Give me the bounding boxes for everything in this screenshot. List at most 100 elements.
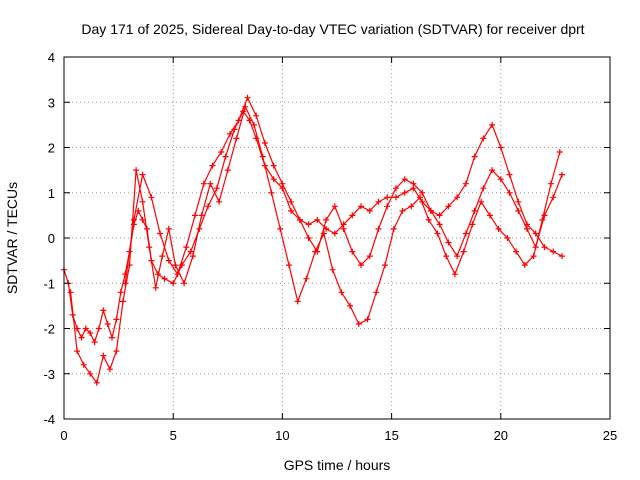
- series-line: [70, 105, 561, 385]
- data-point: [157, 230, 164, 237]
- x-tick-label: 20: [494, 428, 508, 443]
- data-point: [384, 194, 391, 201]
- data-point: [373, 289, 380, 296]
- data-point: [130, 216, 137, 223]
- data-point: [513, 248, 520, 255]
- data-point: [117, 289, 124, 296]
- data-point: [331, 203, 338, 210]
- data-point: [349, 248, 356, 255]
- data-point: [270, 162, 277, 169]
- x-tick-label: 25: [603, 428, 617, 443]
- data-point: [408, 203, 415, 210]
- data-point: [268, 189, 275, 196]
- data-point: [478, 198, 485, 205]
- data-point: [434, 230, 441, 237]
- data-point: [366, 207, 373, 214]
- data-point: [445, 203, 452, 210]
- data-point: [427, 207, 434, 214]
- data-point: [233, 135, 240, 142]
- data-point: [148, 194, 155, 201]
- data-point: [78, 334, 85, 341]
- data-point: [159, 253, 166, 260]
- series-dprt-c: [122, 94, 565, 287]
- data-point: [135, 207, 142, 214]
- data-point: [462, 230, 469, 237]
- data-point: [87, 330, 94, 336]
- y-tick-label: 0: [48, 231, 55, 246]
- data-point: [460, 248, 467, 255]
- data-point: [133, 167, 140, 174]
- data-point: [235, 117, 242, 124]
- data-point: [172, 262, 179, 269]
- data-point: [165, 225, 172, 232]
- data-point: [251, 121, 257, 128]
- data-point: [277, 225, 284, 232]
- data-point: [224, 167, 231, 174]
- data-point: [205, 203, 212, 210]
- data-point: [200, 180, 207, 187]
- y-tick-label: 4: [48, 50, 55, 65]
- tick-labels: 0 5 10 15 20 25 -4 -3 -2 -1 0 1 2 3 4: [43, 50, 617, 443]
- grid: [64, 57, 610, 419]
- data-point: [532, 230, 539, 237]
- data-point: [486, 212, 493, 219]
- data-point: [497, 144, 504, 151]
- series-line: [63, 110, 563, 344]
- data-point: [82, 325, 89, 332]
- data-point: [443, 253, 450, 260]
- x-axis-label: GPS time / hours: [284, 457, 391, 473]
- data-point: [375, 225, 382, 232]
- data-point: [495, 225, 502, 232]
- data-point: [489, 167, 496, 174]
- data-point: [436, 212, 443, 219]
- axis-ticks: [63, 56, 611, 420]
- x-tick-label: 15: [384, 428, 398, 443]
- y-tick-label: -4: [43, 412, 55, 427]
- data-point: [209, 162, 216, 169]
- data-point: [192, 212, 198, 219]
- data-point: [347, 302, 354, 309]
- series-dprt-b: [67, 103, 563, 386]
- data-point: [305, 235, 312, 241]
- data-point: [294, 298, 301, 305]
- data-point: [559, 171, 565, 178]
- data-point: [314, 248, 321, 255]
- data-point: [244, 94, 251, 101]
- series-line: [124, 96, 563, 284]
- data-point: [100, 307, 107, 314]
- data-point: [401, 189, 408, 196]
- series-dprt-a: [61, 108, 565, 346]
- data-point: [480, 185, 487, 192]
- data-point: [506, 171, 513, 178]
- data-point: [375, 198, 382, 205]
- data-point: [80, 361, 87, 368]
- data-point: [393, 194, 399, 201]
- data-point: [454, 194, 461, 201]
- data-point: [480, 135, 487, 142]
- data-point: [489, 121, 496, 128]
- y-tick-label: -1: [43, 276, 55, 291]
- x-tick-label: 0: [60, 428, 67, 443]
- chart-title: Day 171 of 2025, Sidereal Day-to-day VTE…: [81, 21, 584, 37]
- data-point: [296, 216, 303, 223]
- data-point: [323, 216, 330, 223]
- data-point: [222, 153, 229, 160]
- data-point: [329, 266, 336, 273]
- data-point: [288, 198, 295, 205]
- data-point: [259, 153, 266, 160]
- data-point: [139, 216, 146, 223]
- data-point: [253, 112, 260, 119]
- data-point: [139, 198, 146, 205]
- data-point: [550, 248, 557, 255]
- data-point: [270, 176, 277, 183]
- data-point: [355, 321, 362, 327]
- data-point: [541, 212, 548, 219]
- data-point: [170, 280, 177, 287]
- series-layer: [61, 94, 565, 386]
- y-tick-label: 2: [48, 141, 55, 156]
- data-point: [146, 244, 153, 251]
- data-point: [67, 289, 74, 296]
- data-point: [109, 334, 115, 341]
- data-point: [382, 262, 388, 269]
- data-point: [401, 176, 408, 183]
